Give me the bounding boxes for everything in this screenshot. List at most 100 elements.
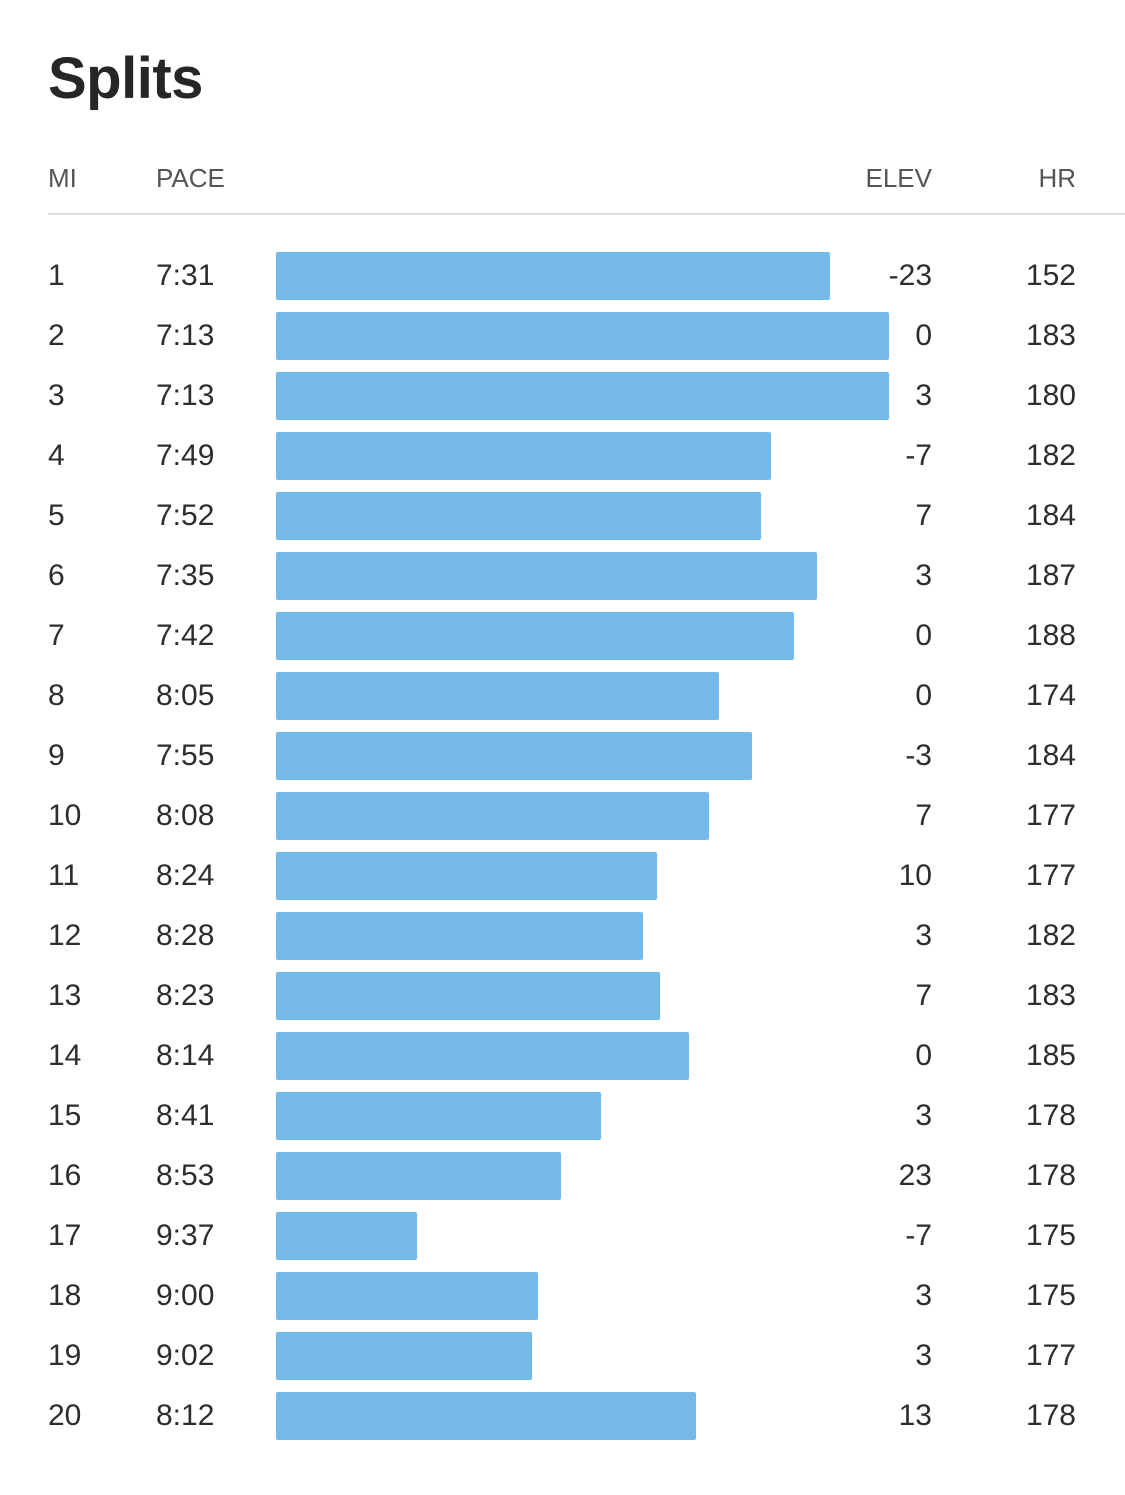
pace-bar bbox=[276, 1272, 539, 1320]
pace-label: 9:02 bbox=[156, 1339, 215, 1372]
pace-label: 8:41 bbox=[156, 1099, 215, 1132]
mile-label: 19 bbox=[48, 1339, 82, 1372]
table-row: 3 7:13 3 180 bbox=[0, 366, 1125, 426]
pace-label: 8:08 bbox=[156, 799, 215, 832]
table-row: 7 7:42 0 188 bbox=[0, 606, 1125, 666]
elevation-value: 7 bbox=[915, 799, 932, 832]
pace-bar bbox=[276, 1032, 690, 1080]
heart-rate-value: 183 bbox=[1025, 319, 1076, 352]
heart-rate-value: 178 bbox=[1025, 1399, 1076, 1432]
elevation-value: 3 bbox=[915, 379, 932, 412]
elevation-value: 10 bbox=[898, 859, 932, 892]
pace-bar bbox=[276, 792, 709, 840]
table-row: 6 7:35 3 187 bbox=[0, 546, 1125, 606]
heart-rate-value: 152 bbox=[1025, 259, 1076, 292]
elevation-value: 0 bbox=[915, 679, 932, 712]
pace-bar bbox=[276, 672, 719, 720]
mile-label: 6 bbox=[48, 559, 65, 592]
column-header-mi: MI bbox=[48, 163, 77, 193]
mile-label: 10 bbox=[48, 799, 82, 832]
pace-bar bbox=[276, 852, 657, 900]
pace-label: 7:35 bbox=[156, 559, 215, 592]
column-header-hr: HR bbox=[1038, 163, 1076, 193]
pace-label: 8:23 bbox=[156, 979, 215, 1012]
column-header-pace: PACE bbox=[156, 163, 225, 193]
elevation-value: 3 bbox=[915, 559, 932, 592]
mile-label: 18 bbox=[48, 1279, 82, 1312]
pace-bar bbox=[276, 312, 890, 360]
elevation-value: 0 bbox=[915, 1039, 932, 1072]
mile-label: 3 bbox=[48, 379, 65, 412]
pace-label: 8:14 bbox=[156, 1039, 215, 1072]
heart-rate-value: 187 bbox=[1025, 559, 1076, 592]
table-row: 11 8:24 10 177 bbox=[0, 846, 1125, 906]
table-row: 18 9:00 3 175 bbox=[0, 1266, 1125, 1326]
table-row: 9 7:55 -3 184 bbox=[0, 726, 1125, 786]
pace-label: 7:49 bbox=[156, 439, 215, 472]
pace-label: 7:31 bbox=[156, 259, 215, 292]
mile-label: 5 bbox=[48, 499, 65, 532]
elevation-value: 23 bbox=[898, 1159, 932, 1192]
pace-label: 8:24 bbox=[156, 859, 215, 892]
heart-rate-value: 177 bbox=[1025, 799, 1076, 832]
pace-bar bbox=[276, 1152, 562, 1200]
heart-rate-value: 175 bbox=[1025, 1279, 1076, 1312]
mile-label: 9 bbox=[48, 739, 65, 772]
mile-label: 7 bbox=[48, 619, 65, 652]
mile-label: 8 bbox=[48, 679, 65, 712]
table-row: 5 7:52 7 184 bbox=[0, 486, 1125, 546]
elevation-value: 13 bbox=[898, 1399, 932, 1432]
heart-rate-value: 188 bbox=[1025, 619, 1076, 652]
pace-bar bbox=[276, 1332, 532, 1380]
heart-rate-value: 178 bbox=[1025, 1099, 1076, 1132]
mile-label: 15 bbox=[48, 1099, 82, 1132]
heart-rate-value: 175 bbox=[1025, 1219, 1076, 1252]
pace-label: 8:28 bbox=[156, 919, 215, 952]
heart-rate-value: 182 bbox=[1025, 439, 1076, 472]
elevation-value: -3 bbox=[905, 739, 932, 772]
heart-rate-value: 184 bbox=[1025, 499, 1076, 532]
pace-label: 9:00 bbox=[156, 1279, 215, 1312]
table-row: 8 8:05 0 174 bbox=[0, 666, 1125, 726]
pace-label: 7:55 bbox=[156, 739, 215, 772]
heart-rate-value: 177 bbox=[1025, 859, 1076, 892]
heart-rate-value: 178 bbox=[1025, 1159, 1076, 1192]
pace-bar bbox=[276, 372, 890, 420]
elevation-value: 3 bbox=[915, 919, 932, 952]
elevation-value: -7 bbox=[905, 439, 932, 472]
table-row: 17 9:37 -7 175 bbox=[0, 1206, 1125, 1266]
elevation-value: 3 bbox=[915, 1099, 932, 1132]
pace-label: 8:05 bbox=[156, 679, 215, 712]
table-row: 1 7:31 -23 152 bbox=[0, 246, 1125, 306]
table-row: 15 8:41 3 178 bbox=[0, 1086, 1125, 1146]
pace-bar bbox=[276, 1092, 601, 1140]
table-row: 4 7:49 -7 182 bbox=[0, 426, 1125, 486]
table-row: 13 8:23 7 183 bbox=[0, 966, 1125, 1026]
table-row: 20 8:12 13 178 bbox=[0, 1386, 1125, 1446]
pace-bar bbox=[276, 432, 772, 480]
heart-rate-value: 174 bbox=[1025, 679, 1076, 712]
heart-rate-value: 184 bbox=[1025, 739, 1076, 772]
pace-bar bbox=[276, 492, 762, 540]
table-row: 10 8:08 7 177 bbox=[0, 786, 1125, 846]
heart-rate-value: 177 bbox=[1025, 1339, 1076, 1372]
table-row: 2 7:13 0 183 bbox=[0, 306, 1125, 366]
header-divider bbox=[48, 213, 1125, 215]
pace-bar bbox=[276, 252, 831, 300]
mile-label: 13 bbox=[48, 979, 82, 1012]
table-row: 14 8:14 0 185 bbox=[0, 1026, 1125, 1086]
pace-label: 8:53 bbox=[156, 1159, 215, 1192]
elevation-value: 0 bbox=[915, 619, 932, 652]
pace-label: 7:42 bbox=[156, 619, 215, 652]
elevation-value: 7 bbox=[915, 499, 932, 532]
mile-label: 2 bbox=[48, 319, 65, 352]
mile-label: 14 bbox=[48, 1039, 82, 1072]
column-header-elev: ELEV bbox=[865, 163, 933, 193]
table-row: 19 9:02 3 177 bbox=[0, 1326, 1125, 1386]
mile-label: 17 bbox=[48, 1219, 82, 1252]
pace-bar bbox=[276, 912, 644, 960]
pace-bar bbox=[276, 1392, 696, 1440]
table-row: 12 8:28 3 182 bbox=[0, 906, 1125, 966]
mile-label: 12 bbox=[48, 919, 82, 952]
pace-bar bbox=[276, 1212, 417, 1260]
